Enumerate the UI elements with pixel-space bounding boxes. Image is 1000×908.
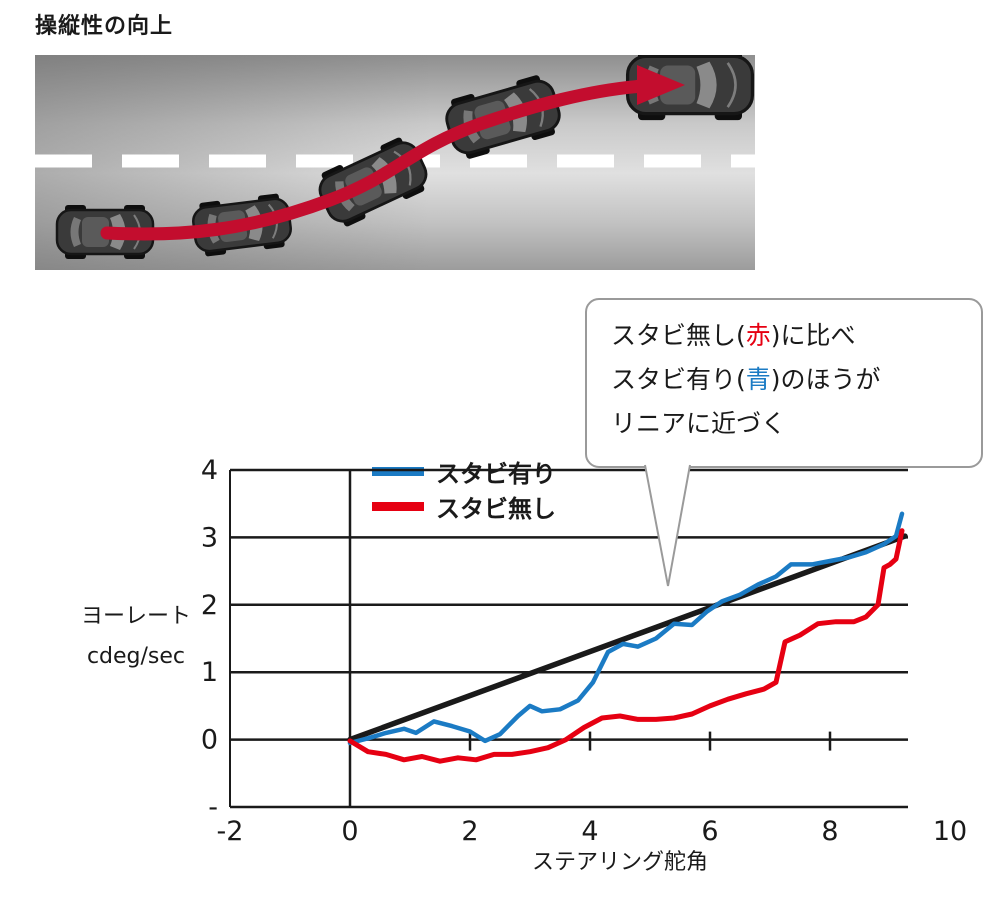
x-tick-label: -2	[217, 816, 244, 847]
y-axis-title-line1: ヨーレート	[80, 604, 191, 629]
y-tick-label: 1	[201, 657, 218, 688]
callout-text: )のほうが	[770, 365, 881, 394]
callout-text: )に比べ	[770, 321, 856, 350]
callout-bubble: スタビ無し(赤)に比べ スタビ有り(青)のほうが リニアに近づく	[585, 298, 983, 468]
callout-accent-red: 赤	[745, 321, 771, 350]
callout-tail	[644, 464, 691, 587]
legend-label: スタビ無し	[436, 494, 556, 523]
y-tick-label: 3	[201, 522, 218, 553]
maneuver-path-arrow	[100, 79, 650, 241]
series-without-stabilizer	[347, 528, 905, 764]
y-axis-title: ヨーレート cdeg/sec	[62, 597, 210, 676]
series-with-stabilizer	[347, 511, 905, 746]
chart-svg: -2 0 2 4 6 8 10 - 0 1 2 3 4 ステアリング舵角	[201, 455, 967, 875]
callout-text: スタビ無し(	[611, 321, 746, 350]
y-tick-label: -	[208, 792, 218, 823]
y-axis-title-line2: cdeg/sec	[86, 643, 186, 669]
callout-line-3: リニアに近づく	[611, 409, 787, 438]
y-tick-label: 4	[201, 455, 218, 486]
series-linear-reference	[347, 533, 908, 743]
x-tick-label: 6	[701, 816, 718, 847]
x-tick-label: 8	[821, 816, 838, 847]
callout-line-2: スタビ有り(青)のほうが	[611, 358, 957, 402]
page-title: 操縦性の向上	[35, 14, 174, 39]
chart-legend: スタビ有り スタビ無し	[372, 456, 556, 523]
x-axis-label: ステアリング舵角	[532, 850, 708, 875]
legend-swatch-red	[372, 501, 424, 511]
x-tick-label: 2	[461, 816, 478, 847]
chart: -2 0 2 4 6 8 10 - 0 1 2 3 4 ステアリング舵角	[180, 440, 990, 908]
arrowhead-icon	[637, 65, 685, 105]
callout-accent-blue: 青	[745, 365, 771, 394]
legend-label: スタビ有り	[436, 459, 556, 488]
callout-line-1: スタビ無し(赤)に比べ	[611, 314, 957, 358]
y-tick-label: 2	[201, 590, 218, 621]
x-tick-label: 0	[341, 816, 358, 847]
road-illustration	[35, 55, 755, 270]
x-tick-label: 4	[581, 816, 598, 847]
x-tick-label: 10	[933, 816, 967, 847]
y-tick-label: 0	[201, 725, 218, 756]
callout-text: スタビ有り(	[611, 365, 746, 394]
legend-item: スタビ無し	[372, 491, 556, 523]
road-svg	[35, 55, 755, 261]
